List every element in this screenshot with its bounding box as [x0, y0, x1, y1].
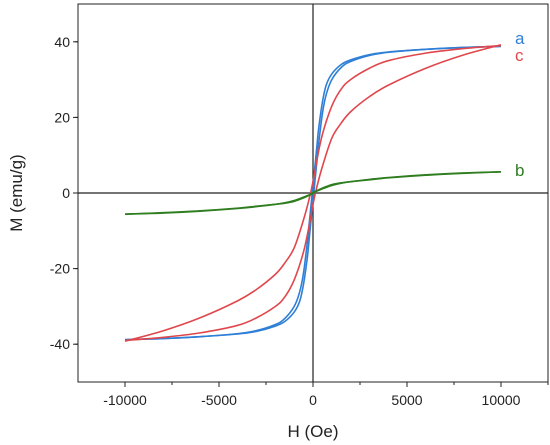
curve-c-ascending: [124, 44, 502, 342]
y-axis-title: M (emu/g): [7, 154, 26, 231]
x-tick-label: 5000: [391, 392, 422, 408]
series-curves: [124, 44, 502, 342]
y-tick-label: -20: [50, 261, 70, 277]
series-labels: ac b: [515, 29, 525, 180]
y-tick-label: 20: [54, 109, 70, 125]
x-tick-label: 10000: [482, 392, 521, 408]
curve-b-ascending: [124, 171, 502, 215]
y-tick-label: -40: [50, 336, 70, 352]
axis-ticks: [73, 41, 549, 387]
x-tick-labels: -10000 -5000 0 5000 10000: [103, 392, 520, 408]
y-tick-label: 40: [54, 34, 70, 50]
x-tick-label: -5000: [201, 392, 237, 408]
y-tick-labels: -40 -20 0 20 40: [50, 34, 70, 352]
series-label-b: b: [515, 161, 524, 180]
series-label-a: a: [515, 29, 525, 48]
y-tick-label: 0: [62, 185, 70, 201]
x-axis-title: H (Oe): [288, 422, 339, 441]
x-tick-label: -10000: [103, 392, 147, 408]
x-tick-label: 0: [309, 392, 317, 408]
series-label-c: c: [515, 46, 524, 65]
curve-c-descending: [124, 44, 502, 342]
